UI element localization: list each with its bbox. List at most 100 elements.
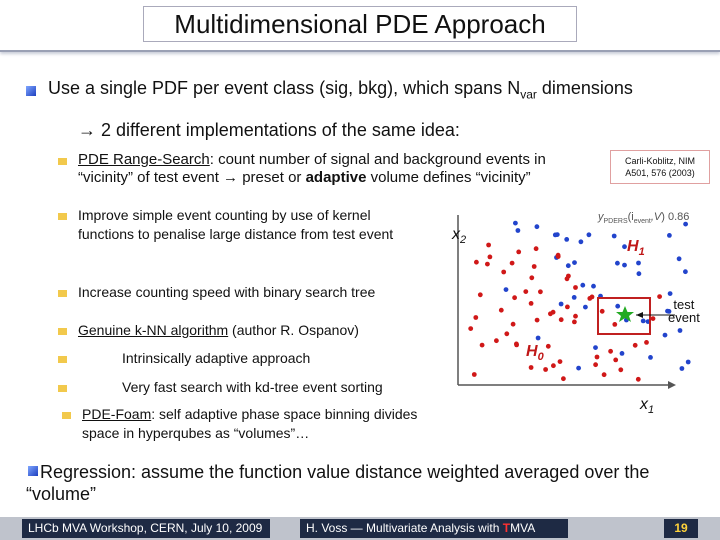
background-point — [594, 354, 600, 360]
signal-point — [622, 262, 627, 268]
background-point — [523, 289, 529, 294]
item-text: (author R. Ospanov) — [228, 322, 359, 338]
main-prefix: Use a single PDF per event class (sig, b… — [48, 78, 521, 98]
background-point — [468, 326, 474, 331]
background-point — [512, 295, 517, 301]
axis-var: x — [640, 396, 648, 413]
hypothesis-sub: 1 — [638, 246, 645, 259]
regression-text: Regression: assume the function value di… — [26, 462, 650, 504]
footer-center-prefix: H. Voss — Multivariate Analysis with — [306, 521, 503, 535]
axis-var: x — [452, 226, 460, 243]
footer-t: T — [502, 521, 511, 535]
signal-point — [676, 256, 682, 262]
signal-point — [667, 291, 673, 296]
background-point — [573, 313, 578, 319]
reference-box: Carli-Koblitz, NIM A501, 576 (2003) — [610, 150, 710, 184]
background-point — [608, 348, 613, 354]
signal-points — [503, 220, 691, 371]
background-point — [487, 254, 493, 260]
signal-point — [611, 233, 617, 239]
scatter-diagram — [457, 215, 691, 389]
search-volume-box — [597, 297, 651, 335]
background-point — [632, 342, 638, 348]
background-point — [494, 338, 499, 344]
signal-point — [572, 260, 577, 265]
test-label-line: test — [673, 297, 695, 312]
background-point — [593, 362, 598, 368]
background-point — [531, 264, 537, 269]
background-point — [657, 294, 662, 299]
background-points — [468, 242, 662, 382]
item-text: “vicinity” of test event → preset or — [78, 169, 306, 186]
background-point — [510, 321, 516, 327]
background-point — [528, 301, 534, 306]
pders-formula: yPDERS(ievent,V) 0.86 — [598, 211, 689, 225]
background-point — [573, 285, 578, 290]
signal-point — [571, 295, 577, 300]
x-axis-arrow-icon — [668, 381, 676, 389]
arrowhead-icon — [636, 312, 643, 318]
sub-bullet-icon — [58, 328, 67, 335]
background-point — [548, 311, 553, 317]
item-text: volume defines “vicinity” — [366, 169, 531, 186]
signal-point — [615, 260, 620, 266]
item-text: : count number of signal and background … — [209, 151, 546, 168]
page-number: 19 — [664, 519, 698, 538]
sub-bullet-icon — [58, 356, 67, 363]
item-binary-tree: Increase counting speed with binary sear… — [78, 284, 376, 300]
background-point — [599, 308, 605, 314]
main-bullet-icon — [26, 86, 36, 96]
item-range-search: PDE Range-Search: count number of signal… — [78, 151, 598, 187]
hypothesis: H — [627, 238, 639, 255]
signal-point — [683, 221, 688, 227]
footer-left: LHCb MVA Workshop, CERN, July 10, 2009 — [22, 519, 270, 538]
formula-v: ,V — [650, 211, 662, 223]
item-kdtree: Very fast search with kd-tree event sort… — [122, 379, 383, 395]
signal-point — [576, 365, 581, 371]
signal-point — [534, 224, 540, 230]
signal-point — [515, 228, 521, 233]
test-event-star-icon — [616, 306, 634, 322]
background-point — [558, 317, 564, 323]
sub-bullet-icon — [58, 290, 67, 297]
main-bullet-text: Use a single PDF per event class (sig, b… — [48, 78, 633, 102]
formula-rest: (i — [627, 211, 634, 223]
signal-point — [636, 260, 641, 266]
formula-sub2: event — [633, 218, 651, 226]
item-bold: adaptive — [305, 169, 367, 186]
x-axis-label: x1 — [640, 396, 654, 416]
axis-sub: 2 — [460, 234, 467, 247]
background-point — [601, 372, 607, 378]
background-point — [509, 260, 515, 266]
signal-point — [640, 318, 646, 324]
regression-bullet-icon — [28, 466, 38, 476]
signal-point — [565, 263, 571, 269]
background-point — [551, 363, 556, 369]
reference-line: Carli-Koblitz, NIM — [624, 156, 695, 166]
background-point — [618, 367, 624, 373]
background-point — [565, 304, 570, 310]
background-point — [557, 359, 563, 364]
background-point — [514, 341, 519, 347]
signal-point — [586, 232, 592, 238]
formula-sub: PDERS — [603, 218, 628, 226]
signal-point — [665, 308, 670, 314]
signal-point — [622, 244, 627, 250]
signal-point — [583, 304, 588, 310]
signal-point — [667, 233, 672, 238]
signal-point — [591, 283, 596, 289]
signal-point — [677, 328, 683, 333]
main-subscript: var — [520, 87, 537, 102]
h1-label: H1 — [627, 238, 645, 258]
item-label: PDE Range-Search — [78, 151, 210, 168]
item-label: PDE-Foam — [82, 406, 152, 422]
sub-bullet-icon — [58, 158, 67, 165]
background-point — [504, 331, 510, 337]
background-point — [529, 275, 535, 281]
background-point — [561, 376, 566, 382]
item-adaptive: Intrinsically adaptive approach — [122, 350, 311, 366]
main-suffix: dimensions — [536, 78, 633, 98]
background-point — [566, 273, 571, 279]
signal-point — [662, 332, 668, 338]
formula-val: ) 0.86 — [661, 211, 690, 223]
